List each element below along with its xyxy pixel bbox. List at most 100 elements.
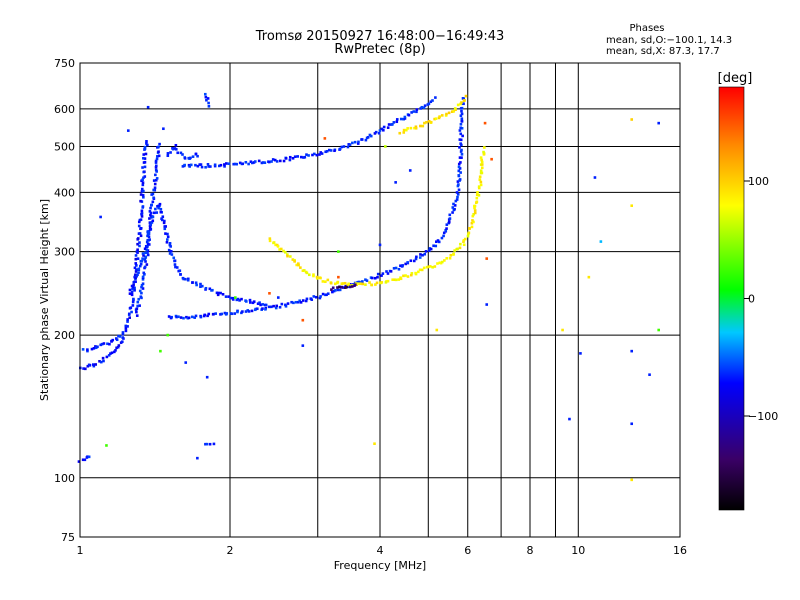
trace-point [459,126,462,130]
y-tick-labels: 75 100 200 300 400 500 600 750 [54,57,75,544]
trace-point [166,154,170,157]
trace-point [392,267,396,270]
trace-point [158,142,161,146]
trace-point [387,123,391,126]
trace-point [194,314,198,318]
trace-point [428,247,432,250]
trace-point [429,247,433,251]
trace-point [342,286,345,289]
trace-point [148,226,152,230]
trace-point [455,191,459,194]
trace-point [140,190,144,193]
trace-point [86,455,89,458]
trace-point [302,269,306,272]
trace-point [86,348,89,351]
trace-point [90,347,94,351]
trace-point [278,305,282,309]
trace-point [98,359,101,363]
trace-point [431,99,434,102]
trace-point [382,125,386,129]
trace-point [145,263,149,266]
trace-point [220,312,224,316]
trace-point [101,356,105,360]
trace-point [425,265,429,269]
trace-point [433,117,436,121]
trace-point [151,200,155,204]
trace-point [305,153,308,156]
trace-point [460,101,463,104]
trace-point [209,165,212,168]
trace-point [336,280,340,284]
chart-title: Tromsø 20150927 16:48:00−16:49:43 [255,29,505,44]
trace-point [427,249,431,252]
trace-point [145,240,149,244]
scatter-point [599,240,603,243]
trace-point [414,271,417,275]
trace-point [407,113,411,117]
scatter-point [490,157,493,161]
trace-point [274,306,278,310]
trace-point [146,242,150,246]
trace-point [431,265,434,269]
trace-point [425,121,428,124]
trace-point [136,248,139,252]
x-tick-label: 6 [464,544,471,557]
trace-point [463,237,467,241]
trace-point [482,152,486,155]
trace-point [415,255,418,259]
trace-point [140,215,144,218]
trace-point [187,316,191,320]
trace-point [409,126,413,130]
trace-point [459,114,463,118]
trace-point [319,295,322,298]
trace-point [288,155,292,159]
trace-point [438,115,441,118]
trace-point [244,310,248,313]
trace-point [332,289,336,293]
trace-point [120,340,124,344]
trace-point [151,215,155,219]
trace-point [137,271,140,274]
trace-point [447,111,451,115]
trace-point [293,260,296,263]
trace-point [371,276,374,280]
trace-point [236,310,239,314]
trace-point [361,280,364,283]
trace-point [146,143,149,147]
trace-point [458,156,462,159]
trace-point [412,110,416,113]
trace-point [136,300,140,304]
scatter-point [162,127,165,131]
trace-point [169,151,172,154]
trace-point [166,235,170,239]
trace-point [174,143,178,147]
trace-point [303,155,307,159]
trace-point [154,159,158,163]
trace-point [139,262,143,266]
trace-point [155,177,159,180]
trace-point [126,325,129,328]
trace-point [131,287,134,291]
trace-point [217,164,221,168]
trace-point [402,128,406,132]
trace-point [170,253,174,256]
trace-point [195,283,198,287]
trace-point [453,207,456,211]
trace-point [134,273,137,277]
trace-point [175,266,179,269]
trace-point [174,265,177,269]
trace-point [452,110,456,113]
scatter-point [337,275,340,279]
trace-point [429,100,433,104]
trace-point [267,160,271,164]
trace-point [357,282,360,286]
trace-point [453,249,456,252]
trace-point [395,118,399,121]
trace-point [468,227,471,230]
trace-point [118,335,122,338]
trace-point [153,182,157,186]
trace-point [227,162,231,166]
trace-point [167,248,171,252]
trace-point [143,147,147,151]
trace-point [144,251,147,255]
